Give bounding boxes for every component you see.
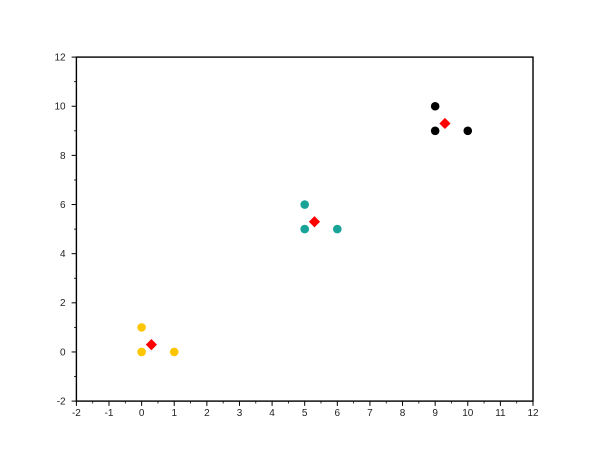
svg-text:0: 0 [60, 347, 66, 358]
svg-text:-2: -2 [57, 397, 66, 408]
svg-text:7: 7 [367, 408, 373, 419]
svg-text:5: 5 [302, 408, 308, 419]
svg-text:10: 10 [54, 102, 66, 113]
svg-text:4: 4 [269, 408, 275, 419]
svg-text:3: 3 [237, 408, 243, 419]
svg-text:2: 2 [204, 408, 210, 419]
svg-text:9: 9 [432, 408, 438, 419]
svg-text:2: 2 [60, 298, 66, 309]
svg-text:4: 4 [60, 249, 66, 260]
svg-text:8: 8 [60, 151, 66, 162]
svg-text:11: 11 [495, 408, 506, 419]
svg-text:10: 10 [462, 408, 474, 419]
svg-text:8: 8 [400, 408, 406, 419]
svg-text:12: 12 [527, 408, 539, 419]
svg-text:-2: -2 [72, 408, 81, 419]
svg-text:0: 0 [139, 408, 145, 419]
svg-text:6: 6 [335, 408, 341, 419]
svg-text:6: 6 [60, 200, 66, 211]
svg-text:12: 12 [54, 53, 66, 64]
svg-text:1: 1 [171, 408, 177, 419]
svg-text:-1: -1 [105, 408, 114, 419]
